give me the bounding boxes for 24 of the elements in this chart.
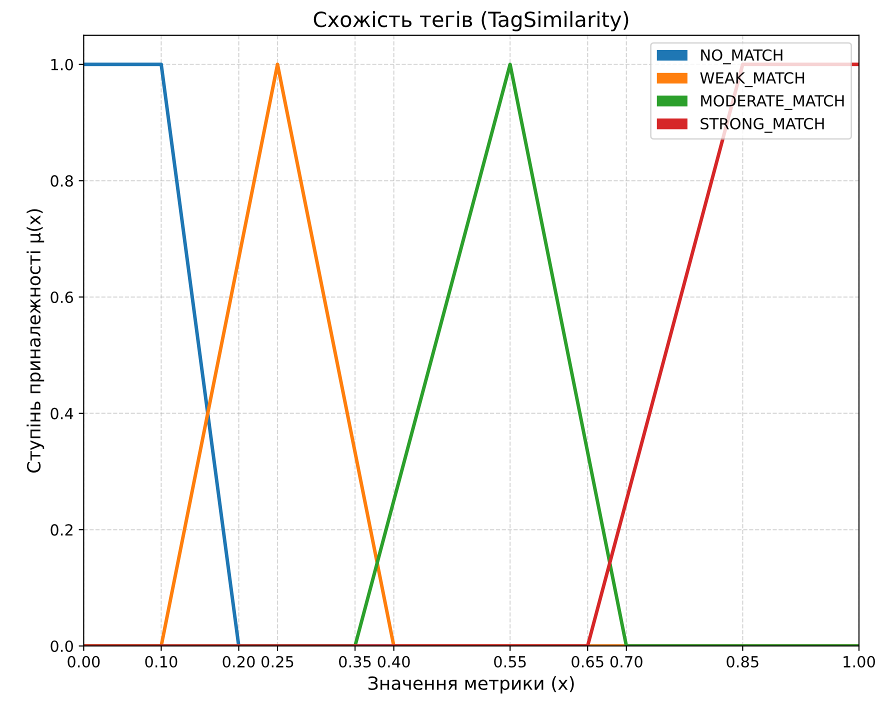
y-tick-label: 0.6	[50, 291, 74, 304]
x-tick-label: 0.35	[339, 656, 371, 668]
y-axis-title: Ступінь приналежності μ(x)	[26, 209, 44, 473]
legend-label: MODERATE_MATCH	[701, 95, 844, 110]
x-tick-label: 1.00	[844, 656, 875, 668]
x-tick-label: 0.25	[262, 656, 294, 668]
y-tick-label: 0.2	[50, 524, 72, 536]
y-tick-label: 0.8	[50, 175, 73, 187]
y-tick-label: 0.0	[50, 640, 73, 652]
chart-title: Схожість тегів (TagSimilarity)	[314, 11, 628, 32]
x-tick-label: 0.70	[610, 656, 642, 668]
legend-label: NO_MATCH	[701, 49, 782, 64]
y-tick-label: 0.4	[50, 408, 74, 420]
x-axis-title: Значення метрики (x)	[368, 676, 574, 694]
x-tick-label: 0.20	[222, 656, 255, 668]
legend-label: WEAK_MATCH	[700, 72, 804, 88]
x-tick-label: 0.65	[572, 656, 604, 668]
y-tick-label: 1.0	[51, 58, 73, 70]
x-tick-label: 0.00	[68, 656, 100, 668]
x-tick-label: 0.85	[726, 656, 758, 668]
x-tick-label: 0.55	[494, 656, 526, 668]
x-tick-label: 0.10	[145, 656, 178, 668]
legend-label: STRONG_MATCH	[700, 118, 824, 133]
x-tick-label: 0.40	[378, 656, 410, 668]
